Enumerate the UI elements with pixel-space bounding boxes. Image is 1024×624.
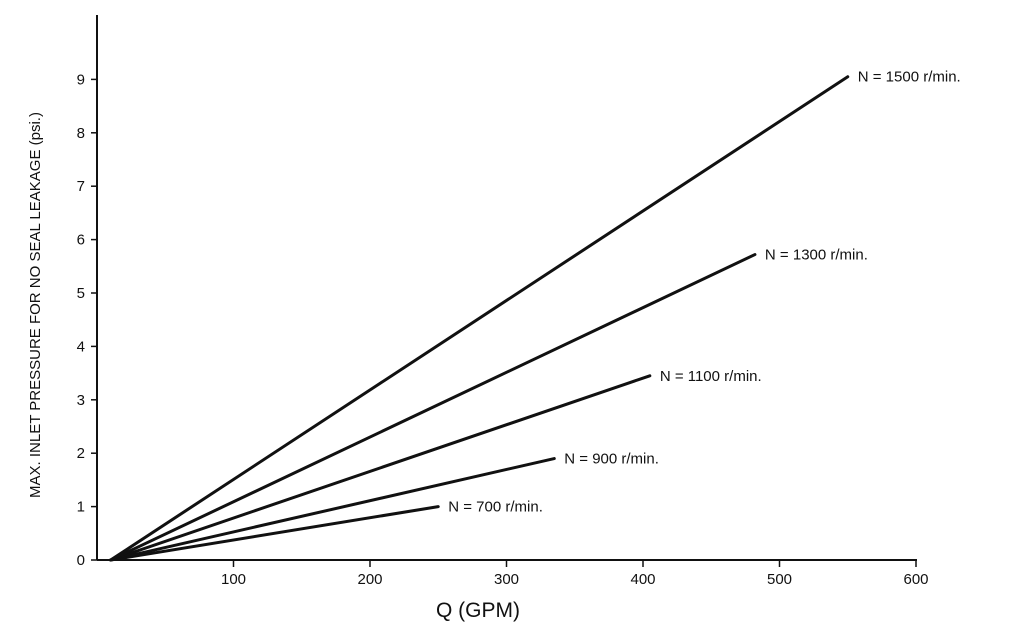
x-tick-label: 600 [903,571,928,588]
x-axis-title: Q (GPM) [436,599,520,622]
x-tick-label: 300 [494,571,519,588]
y-tick-label: 1 [77,499,85,516]
series-line [109,457,556,562]
y-tick-label: 6 [77,232,85,249]
series-label: N = 1500 r/min. [858,69,961,86]
y-axis-title: MAX. INLET PRESSURE FOR NO SEAL LEAKAGE … [27,112,44,498]
ticks: 0 1 2 3 4 5 6 7 8 9 100 200 300 400 500 600 [77,71,929,588]
series-label: N = 1100 r/min. [660,368,762,385]
y-tick-label: 5 [77,285,85,302]
x-tick-label: 100 [221,571,246,588]
series-line [109,253,757,562]
series-label: N = 900 r/min. [564,451,659,468]
series-line [109,374,652,562]
y-tick-label: 4 [77,338,85,355]
y-tick-label: 3 [77,392,85,409]
series-line [109,505,440,562]
x-tick-label: 200 [357,571,382,588]
y-tick-label: 9 [77,71,85,88]
axes [96,15,917,561]
series-line [109,75,850,562]
x-tick-label: 500 [767,571,792,588]
series-lines [109,75,850,562]
series-label: N = 1300 r/min. [765,247,868,264]
y-tick-label: 0 [77,552,85,569]
y-tick-label: 7 [77,178,85,195]
y-tick-label: 8 [77,125,85,142]
series-label: N = 700 r/min. [448,499,543,516]
y-tick-label: 2 [77,445,85,462]
series-labels: N = 700 r/min. N = 900 r/min. N = 1100 r/m… [448,69,960,516]
x-tick-label: 400 [630,571,655,588]
